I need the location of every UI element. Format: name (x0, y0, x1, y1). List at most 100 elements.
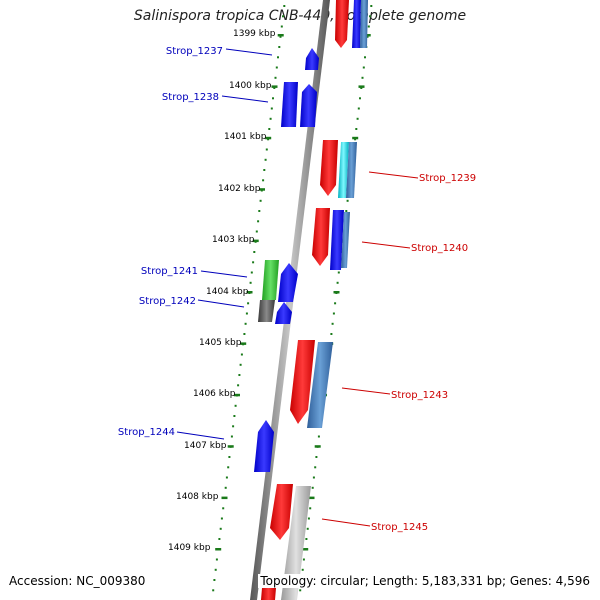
rail-dot-right (364, 56, 366, 59)
label-leaders (176, 48, 419, 527)
cds-strop-1238-a[interactable] (281, 82, 298, 127)
rail-dot-left (282, 15, 284, 18)
rail-dot-left (214, 568, 217, 571)
rail-dot-left (252, 261, 255, 264)
gene-label-strop-1245[interactable]: Strop_1245 (371, 522, 428, 533)
rail-dot-left (212, 589, 215, 592)
rail-dot-left (219, 527, 222, 530)
rail-dot-left (272, 97, 274, 100)
cds-strop-1244[interactable] (254, 420, 274, 472)
rail-dot-left (283, 5, 286, 7)
rail-dot-left (279, 35, 282, 38)
cds-strop-1239-steel[interactable] (346, 142, 357, 198)
rail-dot-left (238, 374, 241, 376)
rail-dot-right (302, 558, 305, 561)
kbp-tick-left-1405 (240, 342, 247, 345)
rail-dot-left (222, 507, 225, 510)
gene-label-strop-1237[interactable]: Strop_1237 (166, 46, 223, 57)
kbp-tick-right-1399 (364, 34, 371, 37)
tick-label-1406: 1406 kbp (193, 389, 236, 399)
cds-strop-1240-steel[interactable] (341, 212, 350, 268)
kbp-tick-left-1402 (259, 188, 265, 191)
topology-text: Topology: circular; Length: 5,183,331 bp… (258, 574, 592, 588)
rail-dot-right (306, 527, 309, 530)
tick-label-1400: 1400 kbp (229, 81, 272, 91)
gene-labels: Strop_1237 Strop_1238 Strop_1239 Strop_1… (118, 46, 476, 533)
tick-label-1402: 1402 kbp (218, 184, 261, 194)
cds-red-bottom[interactable] (261, 588, 276, 600)
cds-strop-1241-green[interactable] (262, 260, 279, 300)
tick-label-1408: 1408 kbp (176, 492, 219, 502)
rail-dot-left (237, 384, 240, 387)
rail-dot-left (274, 76, 277, 79)
gene-label-strop-1242[interactable]: Strop_1242 (139, 296, 196, 307)
rail-dot-right (355, 128, 358, 130)
kbp-tick-left-1403 (252, 239, 259, 243)
rail-dot-left (278, 46, 281, 48)
cds-strop-1240-blue[interactable] (330, 210, 344, 270)
cds-steelblue-top[interactable] (360, 0, 368, 48)
gene-features (254, 0, 368, 600)
rail-dot-right (360, 87, 363, 89)
cds-strop-1245-light[interactable] (281, 486, 311, 600)
rail-dot-left (245, 312, 248, 315)
kbp-tick-left-1399 (277, 34, 284, 37)
kbp-tick-left-1404 (246, 291, 253, 294)
map-title: Salinispora tropica CNB-440, complete ge… (133, 8, 467, 24)
kbp-tick-right-1400 (358, 85, 365, 88)
rail-dot-left (253, 251, 256, 253)
rail-dot-left (259, 199, 262, 202)
rail-dot-left (250, 271, 253, 274)
rail-dot-right (312, 476, 315, 479)
rail-dot-right (330, 333, 333, 335)
cds-strop-1240-red[interactable] (312, 208, 330, 266)
cds-strop-1239-cyan[interactable] (338, 142, 349, 198)
kbp-tick-left-1409 (215, 548, 222, 551)
kbp-tick-right-1401 (352, 136, 359, 140)
rail-dot-right (356, 117, 359, 120)
cds-strop-1243-steel[interactable] (307, 342, 333, 428)
cds-blue-top[interactable] (352, 0, 361, 48)
tick-label-1403: 1403 kbp (212, 235, 255, 245)
rail-dot-left (230, 435, 233, 438)
cds-strop-1242-gray[interactable] (258, 300, 275, 322)
cds-strop-1245-red[interactable] (270, 484, 293, 540)
kbp-tick-right-1404 (333, 291, 340, 294)
gene-label-strop-1244[interactable]: Strop_1244 (118, 427, 175, 438)
gene-label-strop-1238[interactable]: Strop_1238 (162, 92, 219, 103)
accession-text: Accession: NC_009380 (7, 574, 148, 588)
rail-dot-right (315, 456, 318, 458)
gene-label-strop-1241[interactable]: Strop_1241 (141, 266, 198, 277)
kbp-tick-left-1406 (234, 393, 240, 397)
rail-dot-left (268, 128, 271, 130)
rail-dot-left (220, 517, 223, 520)
cds-strop-1242-blue[interactable] (275, 302, 292, 324)
tick-label-1401: 1401 kbp (224, 132, 267, 142)
rail-dot-right (309, 507, 312, 510)
gene-label-strop-1243[interactable]: Strop_1243 (391, 390, 448, 401)
rail-dot-left (249, 281, 252, 284)
rail-dot-left (270, 107, 273, 110)
tick-label-1409: 1409 kbp (168, 543, 211, 553)
rail-dot-right (334, 302, 337, 305)
rail-dot-right (359, 97, 361, 100)
rail-dot-right (314, 466, 317, 469)
rail-dot-left (225, 476, 228, 479)
gene-label-strop-1240[interactable]: Strop_1240 (411, 243, 468, 254)
cds-strop-1239-red[interactable] (320, 140, 338, 196)
kbp-tick-right-1407 (314, 445, 321, 448)
kbp-tick-left-1408 (221, 496, 228, 500)
cds-strop-1237[interactable] (305, 48, 319, 70)
tick-label-1405: 1405 kbp (199, 338, 242, 348)
rail-dot-right (345, 210, 348, 212)
cds-red-top[interactable] (335, 0, 349, 48)
rail-dot-left (239, 363, 242, 366)
gene-label-strop-1239[interactable]: Strop_1239 (419, 173, 476, 184)
rail-dot-left (255, 230, 258, 233)
rail-dot-right (317, 435, 320, 438)
rail-dot-left (264, 158, 267, 161)
cds-strop-1241-blue[interactable] (278, 263, 298, 302)
rail-dot-left (215, 558, 218, 561)
cds-strop-1238-b[interactable] (300, 84, 317, 127)
cds-strop-1243-red[interactable] (290, 340, 315, 424)
